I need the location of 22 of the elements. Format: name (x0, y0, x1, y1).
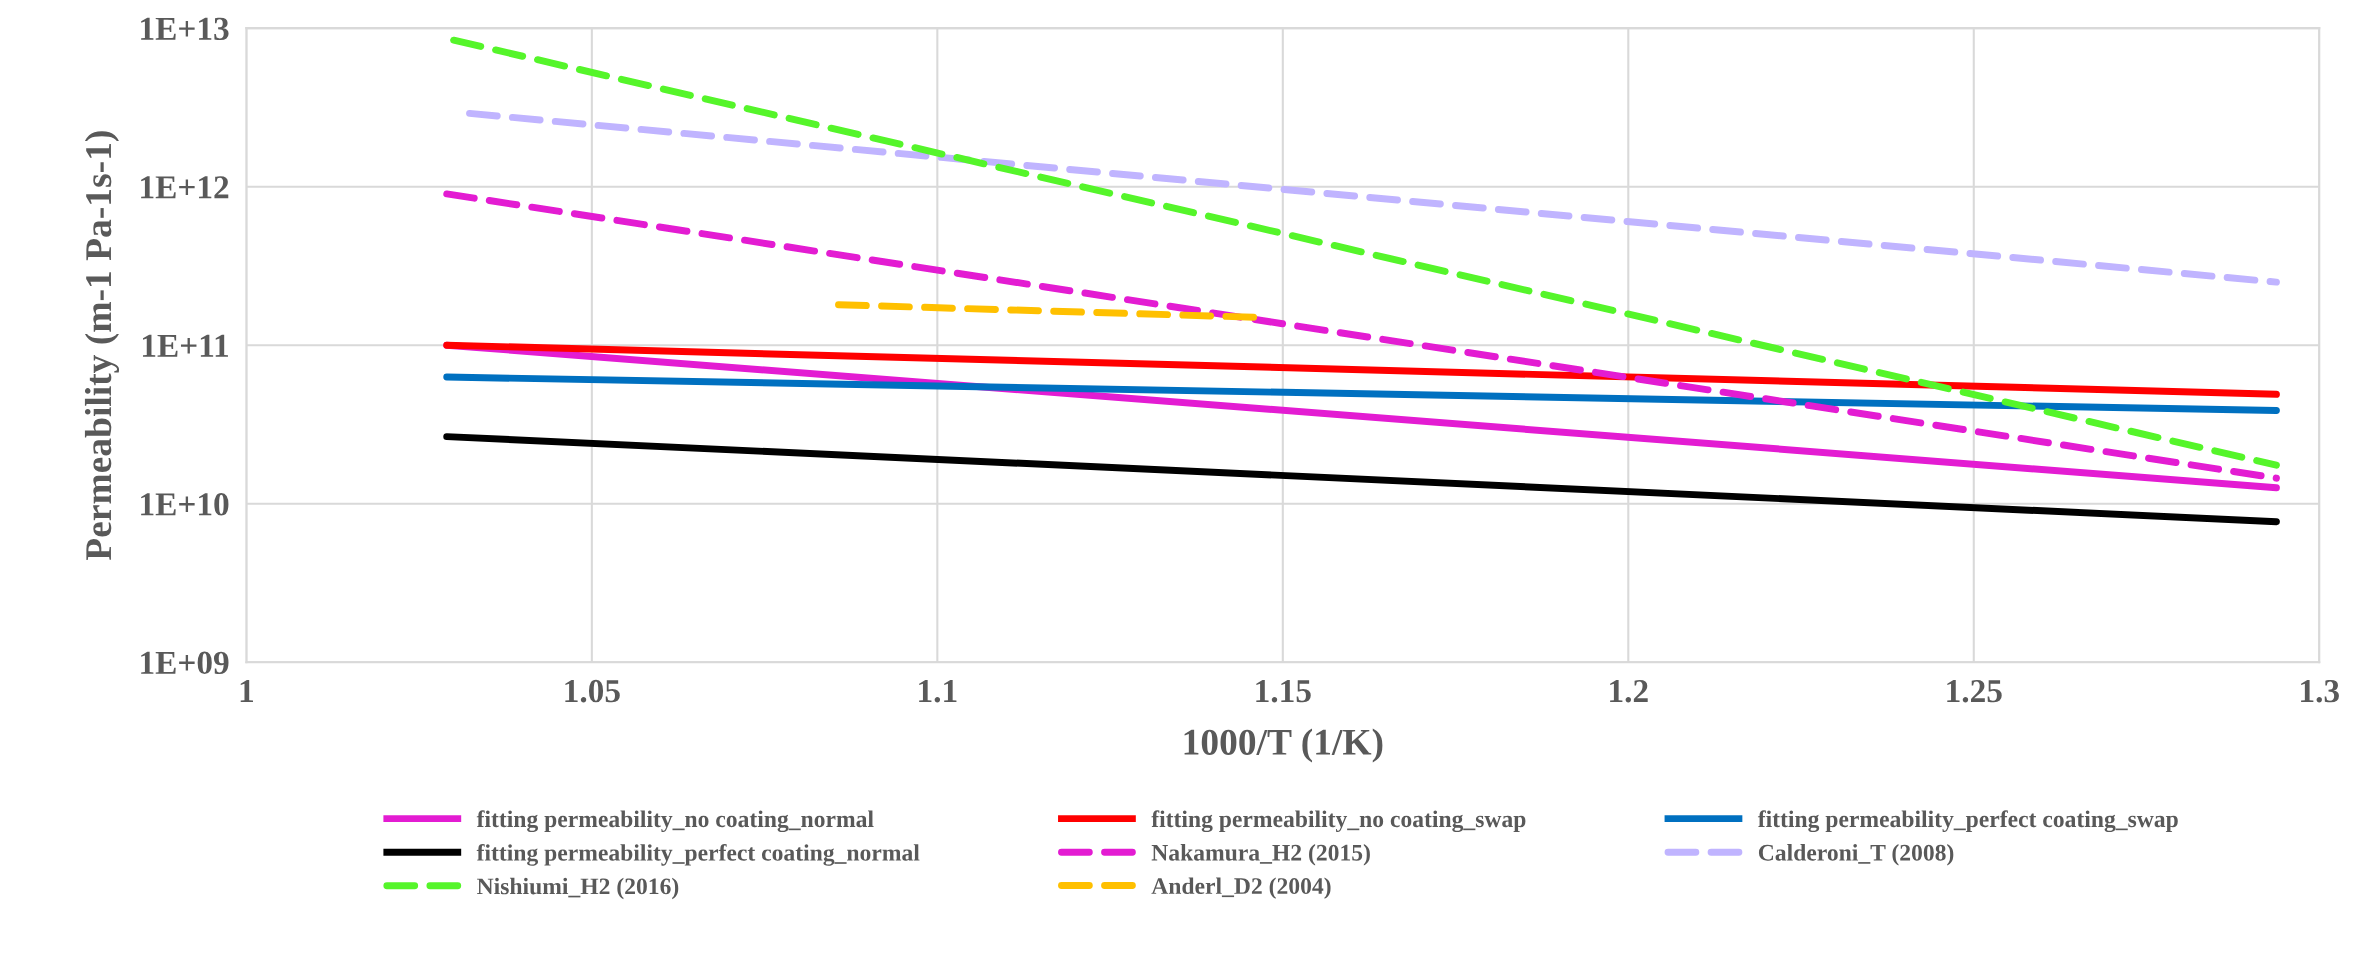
legend-label: fitting permeability_perfect coating_swap (1757, 810, 2178, 833)
y-tick-label: 1E+11 (142, 334, 228, 357)
x-axis-title: 1000/T (1/K) (1184, 728, 1383, 763)
x-tick-label: 1.2 (1610, 679, 1648, 703)
legend-label: fitting permeability_perfect coating_normal (476, 843, 920, 866)
y-tick-label: 1E+12 (141, 176, 229, 199)
legend-label: Calderoni_T (2008) (1758, 844, 1954, 866)
x-tick-label: 1 (240, 680, 253, 703)
y-tick-label: 1E+13 (141, 17, 229, 41)
legend-label: Nakamura_H2 (2015) (1151, 844, 1370, 866)
x-tick-label: 1.15 (1256, 680, 1311, 703)
x-tick-label: 1.05 (565, 679, 620, 703)
legend-label: fitting permeability_no coating_normal (476, 810, 874, 833)
x-tick-label: 1.25 (1947, 679, 2002, 703)
x-tick-label: 1.3 (2301, 679, 2339, 703)
legend-label: Anderl_D2 (2004) (1151, 877, 1331, 899)
x-tick-label: 1.1 (919, 680, 957, 703)
y-tick-label: 1E+10 (141, 493, 229, 516)
legend-label: fitting permeability_no coating_swap (1151, 810, 1526, 833)
y-tick-label: 1E+09 (141, 651, 229, 675)
legend-label: Nishiumi_H2 (2016) (477, 877, 679, 900)
y-axis-title: Permeability (m-1 Pa-1s-1) (84, 131, 120, 561)
